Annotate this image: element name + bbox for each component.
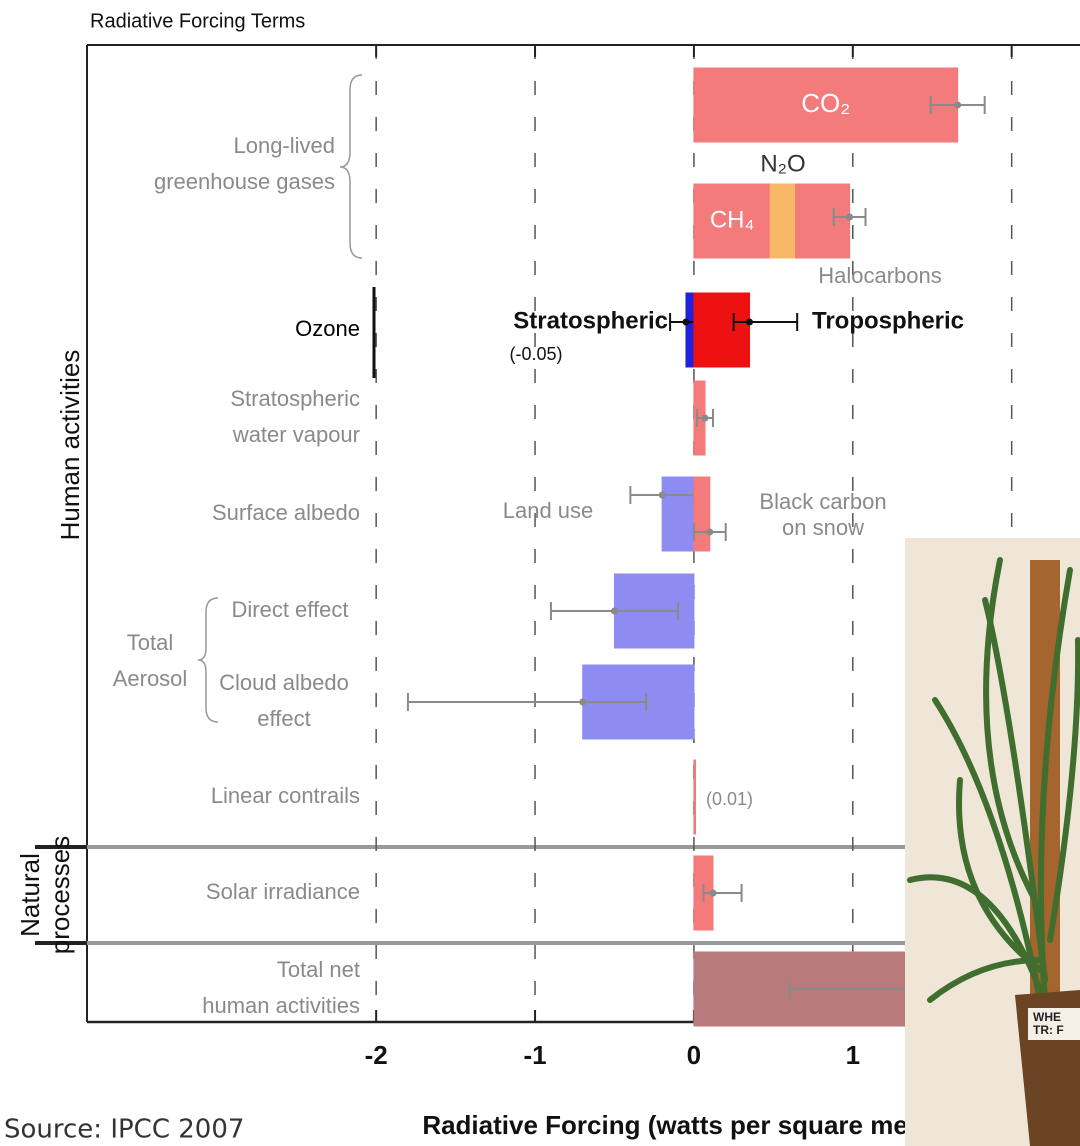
chart-title: Radiative Forcing Terms — [90, 10, 305, 32]
segment-label: CO₂ — [801, 88, 850, 118]
error-center — [746, 319, 753, 326]
group-label: Human activities — [55, 350, 85, 541]
value-label: (-0.05) — [509, 344, 562, 364]
error-center — [702, 415, 709, 422]
bracket — [198, 598, 218, 722]
bracket-label: greenhouse gases — [154, 169, 335, 194]
segment-label: CH₄ — [710, 206, 754, 233]
row-label: Direct effect — [232, 597, 349, 622]
segment-label: Land use — [503, 498, 594, 523]
row-label: Solar irradiance — [206, 879, 360, 904]
segment-label: N₂O — [760, 150, 805, 177]
row-label: water vapour — [232, 422, 360, 447]
x-tick-label: -1 — [523, 1040, 546, 1070]
bar — [662, 477, 694, 551]
bar — [694, 760, 696, 834]
bar — [686, 293, 694, 367]
page: Radiative Forcing Terms Source: IPCC 200… — [0, 0, 1080, 1146]
x-tick-label: 0 — [687, 1040, 701, 1070]
row-label: effect — [257, 706, 310, 731]
x-tick-label: -2 — [365, 1040, 388, 1070]
tag-text: TR: F — [1033, 1023, 1064, 1037]
segment-label: Halocarbons — [818, 263, 942, 288]
row-label: Total net — [277, 957, 360, 982]
group-label: processes — [45, 836, 75, 955]
segment-label: on snow — [782, 515, 864, 540]
error-center — [846, 214, 853, 221]
row-label: Stratospheric — [230, 386, 360, 411]
bar — [694, 477, 710, 551]
error-center — [706, 529, 713, 536]
row-label: Ozone — [295, 316, 360, 341]
bracket-label: Aerosol — [113, 666, 188, 691]
row-label: Linear contrails — [211, 783, 360, 808]
bar — [796, 184, 850, 258]
source: Source: IPCC 2007 — [4, 1115, 244, 1145]
segment-label: Black carbon — [759, 489, 886, 514]
group-label: Natural — [15, 853, 45, 937]
x-tick-label: 1 — [846, 1040, 860, 1070]
segment-label: Stratospheric — [513, 307, 668, 334]
row-label: Surface albedo — [212, 500, 360, 525]
tag-text: WHE — [1033, 1010, 1061, 1024]
error-center — [954, 102, 961, 109]
error-center — [611, 608, 618, 615]
row-label: human activities — [202, 993, 360, 1018]
x-axis-label: Radiative Forcing (watts per square metr… — [422, 1110, 949, 1140]
error-center — [659, 492, 666, 499]
error-center — [579, 699, 586, 706]
error-center — [709, 890, 716, 897]
photo: WHE TR: F — [905, 538, 1080, 1146]
segment-label: Tropospheric — [812, 307, 964, 334]
row-label: Cloud albedo — [219, 670, 349, 695]
bracket — [340, 75, 362, 258]
bracket-label: Long-lived — [233, 133, 335, 158]
chart: Radiative Forcing Terms Source: IPCC 200… — [0, 0, 1080, 1146]
bar — [770, 184, 795, 258]
bracket-label: Total — [127, 630, 173, 655]
value-label: (0.01) — [706, 789, 753, 809]
bar — [694, 293, 750, 367]
error-center — [682, 319, 689, 326]
